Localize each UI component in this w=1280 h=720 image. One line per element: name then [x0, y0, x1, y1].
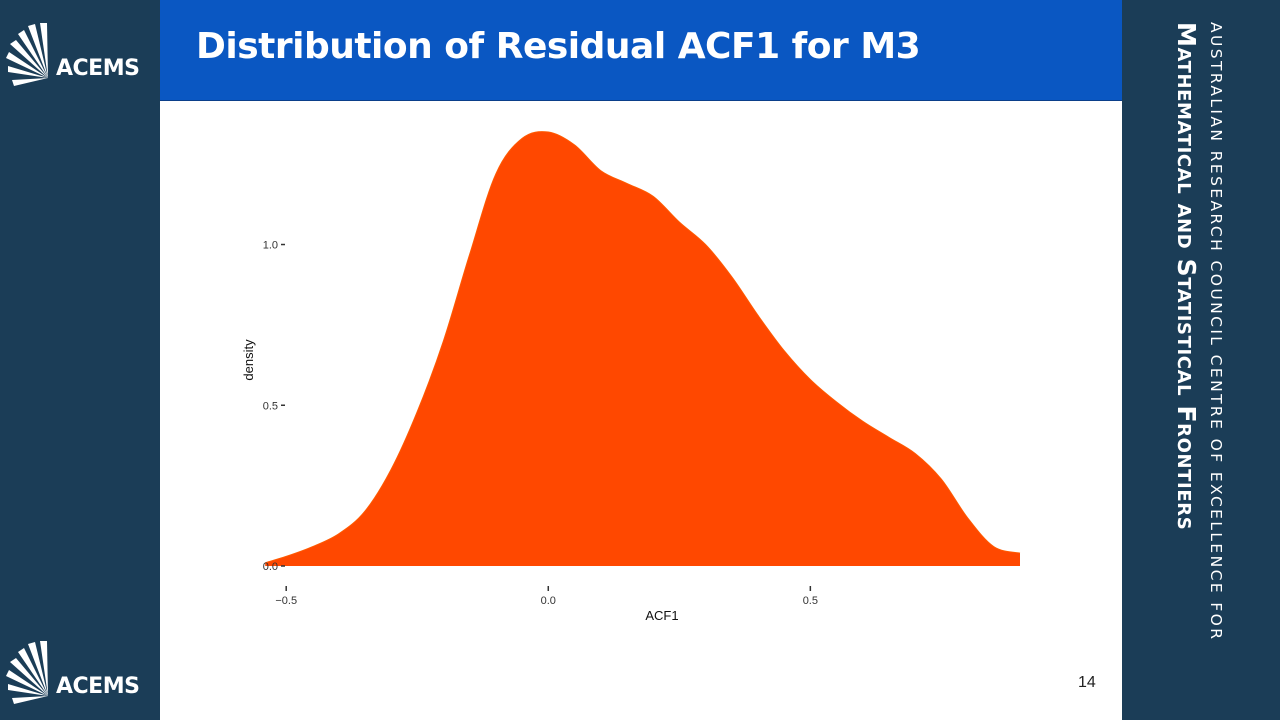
y-tick-label: 0.0	[263, 561, 278, 573]
x-axis: −0.5 0.0 0.5	[275, 586, 818, 607]
acems-logo-fan-icon	[6, 641, 48, 704]
y-axis-label: density	[241, 339, 256, 381]
acems-logo-text: ACEMS	[56, 56, 140, 81]
banner-line-1: AUSTRALIAN RESEARCH COUNCIL CENTRE OF EX…	[1207, 22, 1225, 642]
x-axis-label: ACF1	[645, 608, 678, 623]
x-tick-label: −0.5	[275, 595, 297, 607]
slide-title: Distribution of Residual ACF1 for M3	[196, 26, 921, 67]
acems-logo-top: ACEMS	[4, 22, 154, 94]
x-tick-label: 0.0	[541, 595, 556, 607]
slide: Distribution of Residual ACF1 for M3 0.0…	[160, 0, 1122, 720]
acems-logo-text: ACEMS	[56, 674, 140, 699]
right-sidebar	[1122, 0, 1280, 720]
y-tick-label: 0.5	[263, 400, 278, 412]
y-axis: 0.0 0.5 1.0	[263, 240, 285, 573]
density-area	[265, 131, 1020, 566]
title-bar: Distribution of Residual ACF1 for M3	[160, 0, 1122, 101]
page-number: 14	[1078, 674, 1096, 691]
y-tick-label: 1.0	[263, 240, 278, 252]
density-upper-edge	[265, 131, 1021, 564]
acems-logo-fan-icon	[6, 23, 48, 86]
left-sidebar: ACEMS ACEMS	[0, 0, 160, 720]
density-chart: 0.0 0.5 1.0 −0.5 0.0 0.5 density ACF1	[241, 131, 1021, 623]
banner-line-2: Mathematical and Statistical Frontiers	[1172, 22, 1201, 531]
acems-logo-bottom: ACEMS	[4, 640, 154, 712]
x-tick-label: 0.5	[803, 595, 818, 607]
